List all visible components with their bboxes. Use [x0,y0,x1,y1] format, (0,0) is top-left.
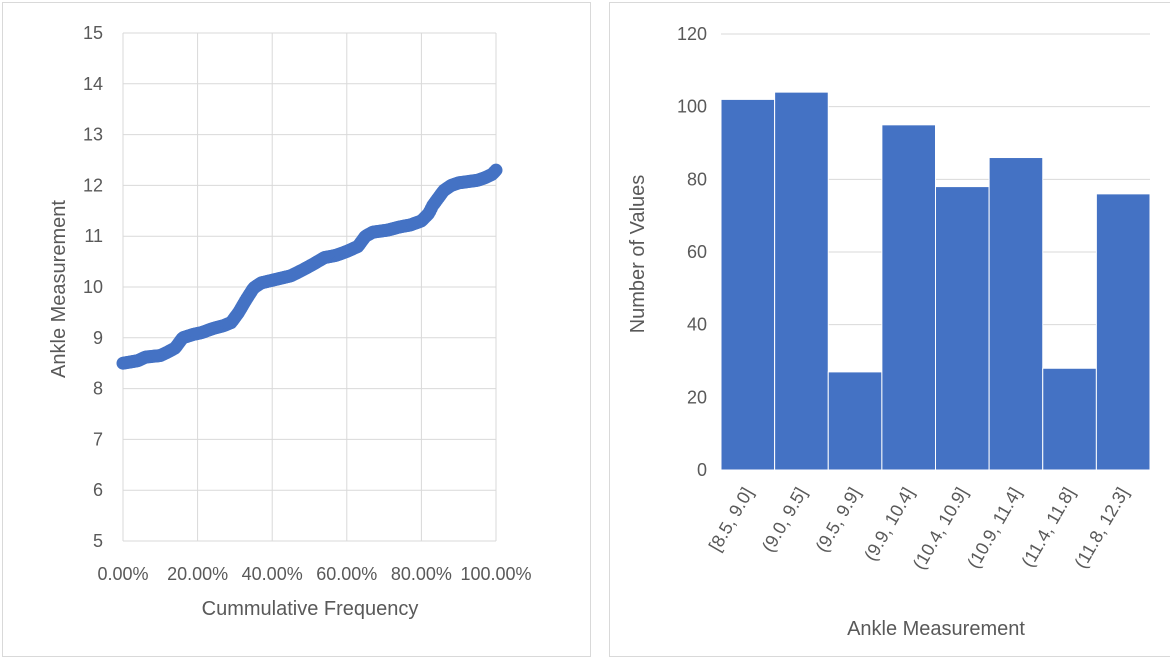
y-tick-label: 10 [83,277,103,297]
y-tick-label: 12 [83,175,103,195]
histogram-bar [935,186,990,471]
x-tick-label: (11.4, 11.8] [1018,484,1080,571]
y-tick-label: 6 [93,480,103,500]
y-tick-label: 100 [677,97,707,117]
cumulative-frequency-chart: 5 6 7 8 9 10 11 12 13 14 15 0.00% 20.00% 40.00% 60.00… [2,2,591,657]
y-tick-label: 11 [84,226,103,246]
y-tick-label: 8 [93,379,103,399]
histogram-bar [1095,193,1151,471]
y-tick-label: 0 [697,460,707,480]
y-tick-label: 13 [83,125,103,145]
histogram-bar [774,91,829,471]
histogram-bar [827,371,883,471]
y-axis-title: Ankle Measurement [48,200,70,378]
histogram-bar [881,124,936,471]
x-tick-label: [8.5, 9.0] [705,484,757,555]
x-tick-label: 40.00% [242,564,303,584]
data-point [489,163,503,177]
x-tick-label: 0.00% [97,564,148,584]
y-tick-label: 60 [687,242,707,262]
histogram-bar [720,98,776,471]
x-tick-label: (9.5, 9.9] [812,484,865,556]
x-tick-label: 100.00% [460,564,531,584]
histogram-bar [988,157,1044,471]
histogram-plot: 0 20 40 60 80 100 120 [8.5, 9.0] (9.0, 9.5] (9.5… [627,24,1151,640]
scatter-plot: 5 6 7 8 9 10 11 12 13 14 15 0.00% 20.00% 40.00% 60.00… [48,23,532,620]
y-tick-label: 80 [687,169,707,189]
histogram-bar [1042,367,1097,471]
y-tick-label: 15 [83,23,103,43]
y-tick-label: 40 [687,315,707,335]
x-axis-title: Cummulative Frequency [202,598,419,620]
y-tick-label: 120 [677,24,707,44]
y-tick-label: 14 [83,74,103,94]
x-tick-label: (9.9, 10.4] [860,484,918,564]
y-tick-label: 5 [93,531,103,551]
x-tick-label: (9.0, 9.5] [758,484,811,556]
y-tick-label: 20 [687,387,707,407]
histogram-chart: 0 20 40 60 80 100 120 [8.5, 9.0] (9.0, 9.5] (9.5… [609,2,1170,657]
y-tick-label: 9 [93,328,103,348]
x-axis-title: Ankle Measurement [847,618,1025,640]
x-tick-label: 80.00% [391,564,452,584]
x-tick-label: (10.9, 11.4] [963,484,1025,572]
x-tick-label: 60.00% [316,564,377,584]
x-tick-label: (11.8, 12.3] [1070,484,1132,572]
y-tick-label: 7 [93,429,103,449]
x-tick-label: 20.00% [167,564,228,584]
y-axis-title: Number of Values [627,175,649,334]
x-tick-label: (10.4, 10.9] [909,484,972,573]
